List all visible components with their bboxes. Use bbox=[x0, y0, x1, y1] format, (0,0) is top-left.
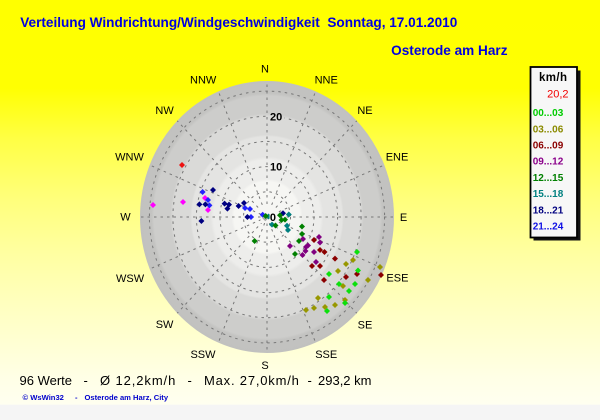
svg-text:ESE: ESE bbox=[386, 273, 408, 285]
svg-text:S: S bbox=[261, 360, 268, 372]
svg-text:18...21: 18...21 bbox=[533, 205, 564, 216]
svg-text:-: - bbox=[188, 373, 192, 388]
svg-text:20: 20 bbox=[270, 112, 282, 124]
svg-text:NNE: NNE bbox=[315, 75, 338, 87]
svg-text:Osterode am Harz: Osterode am Harz bbox=[391, 43, 508, 58]
svg-text:SSE: SSE bbox=[315, 349, 337, 361]
svg-text:-: - bbox=[84, 373, 88, 388]
svg-text:E: E bbox=[400, 212, 407, 224]
svg-text:WSW: WSW bbox=[116, 273, 145, 285]
svg-text:15...18: 15...18 bbox=[533, 189, 564, 200]
svg-text:WNW: WNW bbox=[115, 151, 144, 163]
svg-text:Max. 27,0km/h: Max. 27,0km/h bbox=[204, 373, 300, 388]
svg-text:km/h: km/h bbox=[539, 72, 567, 84]
svg-text:293,2 km: 293,2 km bbox=[318, 373, 371, 388]
svg-text:Ø 12,2km/h: Ø 12,2km/h bbox=[100, 373, 176, 388]
svg-text:03...06: 03...06 bbox=[533, 124, 564, 135]
svg-text:NE: NE bbox=[357, 105, 372, 117]
svg-text:0: 0 bbox=[270, 212, 276, 224]
svg-text:09...12: 09...12 bbox=[533, 157, 564, 168]
svg-text:SSW: SSW bbox=[190, 349, 216, 361]
svg-text:NNW: NNW bbox=[190, 75, 217, 87]
svg-text:W: W bbox=[120, 212, 131, 224]
svg-text:Osterode am Harz, City: Osterode am Harz, City bbox=[85, 393, 169, 402]
svg-text:21...24: 21...24 bbox=[533, 222, 564, 233]
svg-text:Verteilung Windrichtung/Windge: Verteilung Windrichtung/Windgeschwindigk… bbox=[20, 15, 457, 30]
svg-text:© WsWin32: © WsWin32 bbox=[23, 393, 64, 402]
svg-text:SE: SE bbox=[358, 319, 373, 331]
svg-text:06...09: 06...09 bbox=[533, 141, 564, 152]
svg-text:NW: NW bbox=[155, 105, 174, 117]
svg-text:20,2: 20,2 bbox=[547, 88, 568, 100]
svg-text:00...03: 00...03 bbox=[533, 108, 564, 119]
svg-text:-: - bbox=[308, 373, 312, 388]
svg-text:SW: SW bbox=[156, 319, 174, 331]
svg-text:-: - bbox=[75, 393, 78, 402]
svg-text:10: 10 bbox=[270, 162, 282, 174]
svg-text:96 Werte: 96 Werte bbox=[20, 373, 73, 388]
svg-text:ENE: ENE bbox=[386, 151, 409, 163]
svg-text:12...15: 12...15 bbox=[533, 173, 564, 184]
svg-text:N: N bbox=[261, 64, 269, 76]
